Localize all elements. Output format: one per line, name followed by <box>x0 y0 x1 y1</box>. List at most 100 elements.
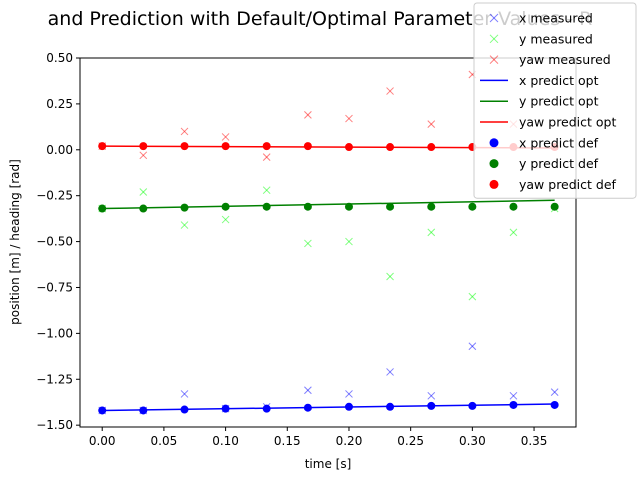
x-measured-point <box>509 391 518 400</box>
yaw-predict-def-point <box>427 143 436 152</box>
x-tick-label: 0.20 <box>336 434 363 448</box>
x-predict-def-point <box>98 406 107 415</box>
y-measured-point <box>262 186 271 195</box>
y-measured-point <box>304 239 312 248</box>
yaw-predict-def-point <box>344 143 353 152</box>
yaw-measured-point <box>221 133 230 141</box>
x-predict-def-point <box>303 403 312 412</box>
x-tick-label: 0.10 <box>212 434 239 448</box>
y-predict-def-point <box>180 203 189 212</box>
x-measured-point <box>345 390 353 398</box>
yaw-measured-point <box>262 153 271 161</box>
yaw-predict-def-point <box>221 142 230 151</box>
yaw-predict-def-point <box>262 142 271 151</box>
y-predict-def-point <box>427 202 436 211</box>
yaw-predict-def-point <box>386 143 395 152</box>
axes: 0.00 0.05 0.10 0.15 0.20 0.25 0.30 0.35 −1.50 −1.… <box>36 51 577 448</box>
x-predict-def-point <box>221 404 230 413</box>
legend-marker <box>489 13 499 23</box>
chart-title: and Prediction with Default/Optimal Para… <box>48 8 593 30</box>
y-measured-point <box>345 237 353 246</box>
x-measured-point <box>468 342 477 351</box>
legend-marker <box>489 159 499 169</box>
x-measured-point <box>180 390 189 398</box>
x-tick-label: 0.15 <box>274 434 301 448</box>
y-tick-label: 0.50 <box>46 51 73 65</box>
x-axis-label: time [s] <box>305 457 352 471</box>
y-tick-label: −0.50 <box>36 235 73 249</box>
x-predict-def-point <box>468 401 477 410</box>
legend-label: x predict opt <box>519 73 599 88</box>
legend-label: x predict def <box>519 135 599 150</box>
y-predict-def-point <box>139 204 148 213</box>
x-predict-def-point <box>386 402 395 411</box>
x-predict-def-point <box>139 406 148 415</box>
yaw-measured-point <box>304 111 312 119</box>
y-measured-point <box>509 228 518 237</box>
y-predict-def-point <box>550 202 559 211</box>
y-tick-label: 0.00 <box>46 143 73 157</box>
x-predict-opt-line <box>102 403 555 412</box>
x-predict-def-point <box>344 402 353 411</box>
yaw-measured-point <box>427 120 436 128</box>
x-predict-def-point <box>509 400 518 409</box>
yaw-predict-def-point <box>303 142 312 151</box>
y-predict-opt-line <box>102 199 555 210</box>
y-tick-label: 0.25 <box>46 97 73 111</box>
legend-marker <box>489 138 499 148</box>
yaw-measured-point <box>180 127 189 136</box>
legend-box <box>473 2 637 199</box>
x-tick-label: 0.30 <box>459 434 486 448</box>
legend-label: yaw predict def <box>519 177 617 192</box>
yaw-predict-def-point <box>139 142 148 151</box>
x-measured-point <box>386 368 394 376</box>
y-tick-label: −1.00 <box>36 326 73 340</box>
y-tick-label: −1.50 <box>36 418 73 432</box>
x-predict-def-point <box>262 404 271 413</box>
y-axis-label: position [m] / heading [rad] <box>8 159 22 325</box>
x-predict-def-point <box>180 405 189 414</box>
y-measured-point <box>180 221 189 229</box>
y-tick-label: −0.25 <box>36 189 73 203</box>
x-predict-def-point <box>427 401 436 410</box>
y-predict-def-point <box>509 202 518 211</box>
x-measured-point <box>550 388 559 396</box>
x-measured-point <box>427 391 436 400</box>
y-tick-label: −0.75 <box>36 280 73 294</box>
legend-label: x measured <box>519 11 593 26</box>
legend: x measured y measured yaw measured x predic… <box>473 2 637 199</box>
y-predict-def-point <box>468 202 477 211</box>
axes-frame <box>79 57 577 428</box>
yaw-measured-point <box>386 87 394 95</box>
y-measured-point <box>427 228 436 237</box>
y-measured-point <box>386 272 394 281</box>
y-measured-point <box>139 188 148 196</box>
legend-label: yaw predict opt <box>519 115 616 130</box>
yaw-measured-point <box>345 114 353 123</box>
y-measured-point <box>221 215 230 224</box>
legend-label: y predict def <box>519 156 599 171</box>
legend-marker <box>489 179 499 189</box>
legend-label: yaw measured <box>519 52 611 67</box>
x-tick-label: 0.35 <box>521 434 548 448</box>
yaw-predict-def-point <box>180 142 189 151</box>
x-tick-label: 0.05 <box>151 434 178 448</box>
x-measured-point <box>304 386 312 395</box>
x-tick-label: 0.00 <box>89 434 116 448</box>
legend-label: y measured <box>519 31 593 46</box>
x-predict-def-point <box>550 400 559 409</box>
legend-marker <box>489 55 499 64</box>
y-predict-def-point <box>386 202 395 211</box>
legend-label: y predict opt <box>519 94 599 109</box>
y-predict-def-point <box>98 204 107 213</box>
y-measured-point <box>468 292 477 301</box>
y-predict-def-point <box>221 202 230 211</box>
y-predict-def-point <box>303 202 312 211</box>
legend-marker <box>489 34 499 44</box>
x-tick-label: 0.25 <box>397 434 424 448</box>
yaw-measured-point <box>139 151 148 160</box>
y-predict-def-point <box>344 202 353 211</box>
yaw-predict-def-point <box>98 142 107 151</box>
y-tick-label: −1.25 <box>36 372 73 386</box>
